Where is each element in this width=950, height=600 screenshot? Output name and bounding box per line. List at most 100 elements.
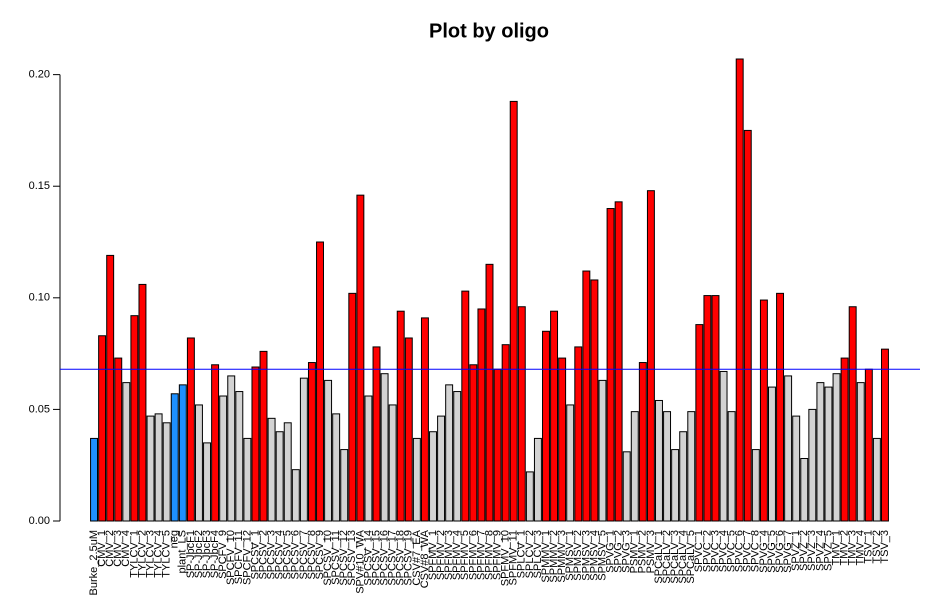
x-tick-label: SP-JbcF2 — [193, 530, 205, 578]
bar — [316, 241, 324, 522]
x-tick-label: SPFMV_4 — [451, 530, 463, 580]
bar — [90, 437, 99, 522]
bar — [832, 373, 841, 522]
bar — [364, 395, 373, 522]
x-tick-label: SPVZ_1 — [790, 530, 802, 571]
x-tick-label: SPMSV_2 — [572, 530, 584, 581]
bar — [307, 362, 316, 522]
x-tick-label: SPMSV_1 — [564, 530, 576, 581]
bar — [614, 201, 623, 522]
x-tick-label: SPCSV_16 — [378, 530, 390, 586]
bar — [840, 357, 849, 522]
x-tick-label: SPVZ_5 — [822, 530, 834, 571]
x-tick-label: SPCFV_12 — [241, 530, 253, 585]
bar — [598, 379, 607, 522]
bar — [356, 194, 365, 522]
x-tick-label: SPVZ_3 — [806, 530, 818, 571]
bar — [784, 375, 793, 522]
bar — [759, 299, 768, 522]
bar — [735, 58, 744, 522]
bar — [178, 384, 187, 522]
bar — [243, 437, 252, 522]
bar — [630, 411, 639, 522]
x-tick-label: PSMV_2 — [637, 530, 649, 573]
bar — [283, 422, 292, 522]
bar — [461, 290, 470, 522]
bar — [122, 382, 131, 522]
y-tick-label: 0.20 — [29, 69, 50, 81]
bar — [792, 415, 801, 522]
bar — [251, 366, 260, 522]
x-tick-label: SPMSV_4 — [588, 530, 600, 581]
bar — [211, 364, 220, 522]
x-tick-label: SPFMV_7 — [475, 530, 487, 580]
x-tick-label: SPCSV_13 — [346, 530, 358, 586]
bar — [517, 306, 526, 522]
x-tick-label: SPFMV_11 — [508, 530, 520, 585]
x-tick-label: SPCaLV_3 — [669, 530, 681, 584]
bar — [542, 330, 550, 522]
bar — [558, 357, 567, 522]
x-tick-label: CSV#7_EA — [411, 529, 423, 585]
x-tick-label: SPVG_1 — [604, 530, 616, 573]
x-tick-label: SPCFV_10 — [225, 530, 237, 585]
bar — [824, 386, 833, 522]
bar — [808, 408, 817, 522]
bar — [848, 306, 857, 522]
x-tick-label: TYLCV_1 — [128, 530, 140, 578]
bar — [453, 391, 462, 522]
bar — [194, 404, 203, 522]
bar — [525, 471, 534, 522]
bar — [469, 364, 478, 522]
bar — [800, 458, 809, 522]
x-tick-label: SPCSV_15 — [370, 530, 382, 586]
bar — [106, 254, 115, 522]
x-tick-label: TMV_1 — [830, 530, 842, 565]
bar — [703, 295, 712, 522]
bar — [267, 417, 276, 522]
x-tick-label: SPLCV_1 — [516, 530, 528, 578]
x-tick-label: SPVG_6 — [774, 530, 786, 573]
bar — [299, 377, 308, 522]
x-tick-label: SPCSV_18 — [395, 530, 407, 586]
bar — [429, 431, 437, 522]
x-tick-label: SPCSV_7 — [298, 530, 310, 580]
x-tick-label: SPCSV_4 — [274, 530, 286, 580]
bar — [816, 382, 825, 522]
bar — [550, 310, 559, 522]
y-tick-label: 0.15 — [29, 180, 50, 192]
bar — [872, 437, 881, 522]
x-tick-label: SPVC_5 — [726, 530, 738, 572]
x-tick-label: SPVC_6 — [734, 530, 746, 572]
bar — [711, 295, 720, 522]
bar — [437, 415, 446, 522]
x-tick-label: SPVC_8 — [750, 530, 762, 572]
x-tick-label: SPFMV_8 — [483, 530, 495, 580]
bar — [203, 442, 211, 522]
x-tick-label: SPVG_3 — [621, 530, 633, 573]
bar — [219, 395, 228, 522]
x-tick-label: SPFMV_5 — [459, 530, 471, 580]
bar — [154, 413, 163, 522]
bar — [98, 335, 107, 522]
bar — [606, 208, 615, 522]
x-tick-label: SPMMV_2 — [548, 530, 560, 583]
x-tick-label: SPCSV_19 — [403, 530, 415, 586]
bar — [856, 382, 865, 522]
x-tick-label: SPCaLV_4 — [677, 530, 689, 584]
x-tick-label: SPCSV_14 — [362, 530, 374, 586]
bar — [695, 324, 704, 522]
x-tick-label: SPFMV_6 — [467, 530, 479, 580]
x-tick-label: SPFMV_2 — [435, 530, 447, 580]
x-tick-label: TMV_2 — [839, 530, 851, 565]
x-tick-label: SPVC_7 — [742, 530, 754, 572]
bar — [493, 368, 502, 522]
x-tick-label: SPVC_4 — [717, 530, 729, 572]
x-tick-label: TMV_3 — [847, 530, 859, 565]
bar — [590, 279, 599, 522]
x-tick-label: PSMV_3 — [645, 530, 657, 573]
bar — [186, 337, 195, 522]
x-tick-label: SPVG_2 — [613, 530, 625, 573]
bar — [130, 315, 139, 522]
bar — [671, 449, 680, 522]
